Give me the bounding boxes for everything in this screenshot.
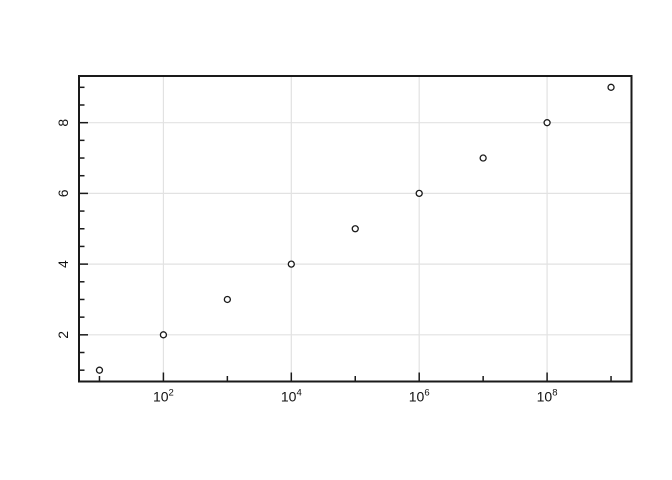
y-axis-tick-label: 4 <box>55 260 71 268</box>
x-axis-tick-label: 108 <box>537 388 558 405</box>
x-axis-tick-label: 102 <box>153 388 174 405</box>
data-point <box>223 295 232 304</box>
y-axis-labels: 2 4 6 8 <box>55 119 71 339</box>
gridlines <box>79 76 632 382</box>
data-point <box>351 225 359 233</box>
data-point <box>479 154 487 162</box>
y-axis-tick-label: 2 <box>55 331 71 339</box>
data-point <box>159 331 168 339</box>
data-points <box>95 83 615 374</box>
data-point <box>607 83 615 91</box>
y-axis-tick-label: 6 <box>55 189 71 197</box>
data-point <box>287 260 295 268</box>
x-axis-tick-label: 104 <box>281 388 302 405</box>
y-axis-tick-label: 8 <box>55 119 71 127</box>
data-point <box>415 189 423 198</box>
plot-box <box>78 75 633 383</box>
data-point <box>543 119 551 127</box>
x-axis-labels: 102 104 106 108 <box>153 388 558 405</box>
axis-ticks <box>79 86 612 382</box>
x-axis-tick-label: 106 <box>409 388 430 405</box>
data-point <box>95 366 104 374</box>
